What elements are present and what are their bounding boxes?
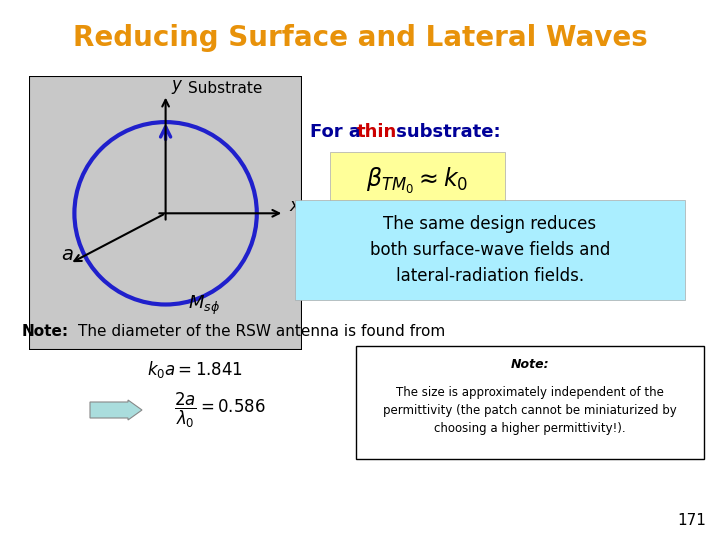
Text: $k_0 a = 1.841$: $k_0 a = 1.841$ (147, 360, 243, 381)
Text: substrate:: substrate: (390, 123, 500, 141)
Text: The diameter of the RSW antenna is found from: The diameter of the RSW antenna is found… (78, 325, 445, 340)
Text: For a: For a (310, 123, 367, 141)
Text: Note:: Note: (22, 325, 69, 340)
FancyBboxPatch shape (295, 200, 685, 300)
Text: $M_{s\phi}$: $M_{s\phi}$ (189, 294, 220, 317)
Text: Reducing Surface and Lateral Waves: Reducing Surface and Lateral Waves (73, 24, 647, 52)
Text: The size is approximately independent of the
permittivity (the patch cannot be m: The size is approximately independent of… (383, 386, 677, 435)
FancyBboxPatch shape (330, 152, 505, 210)
Text: The same design reduces
both surface-wave fields and
lateral-radiation fields.: The same design reduces both surface-wav… (370, 214, 610, 286)
Text: $a$: $a$ (60, 245, 73, 264)
Text: thin: thin (357, 123, 397, 141)
Text: Note:: Note: (510, 357, 549, 370)
Text: Substrate: Substrate (189, 81, 263, 96)
Text: 171: 171 (677, 513, 706, 528)
Text: $x$: $x$ (289, 197, 301, 215)
FancyBboxPatch shape (356, 346, 704, 459)
Text: $y$: $y$ (171, 78, 184, 97)
FancyArrow shape (90, 400, 142, 420)
Text: $\beta_{TM_0} \approx k_0$: $\beta_{TM_0} \approx k_0$ (366, 166, 469, 196)
Text: $\dfrac{2a}{\lambda_0} = 0.586$: $\dfrac{2a}{\lambda_0} = 0.586$ (174, 390, 266, 430)
